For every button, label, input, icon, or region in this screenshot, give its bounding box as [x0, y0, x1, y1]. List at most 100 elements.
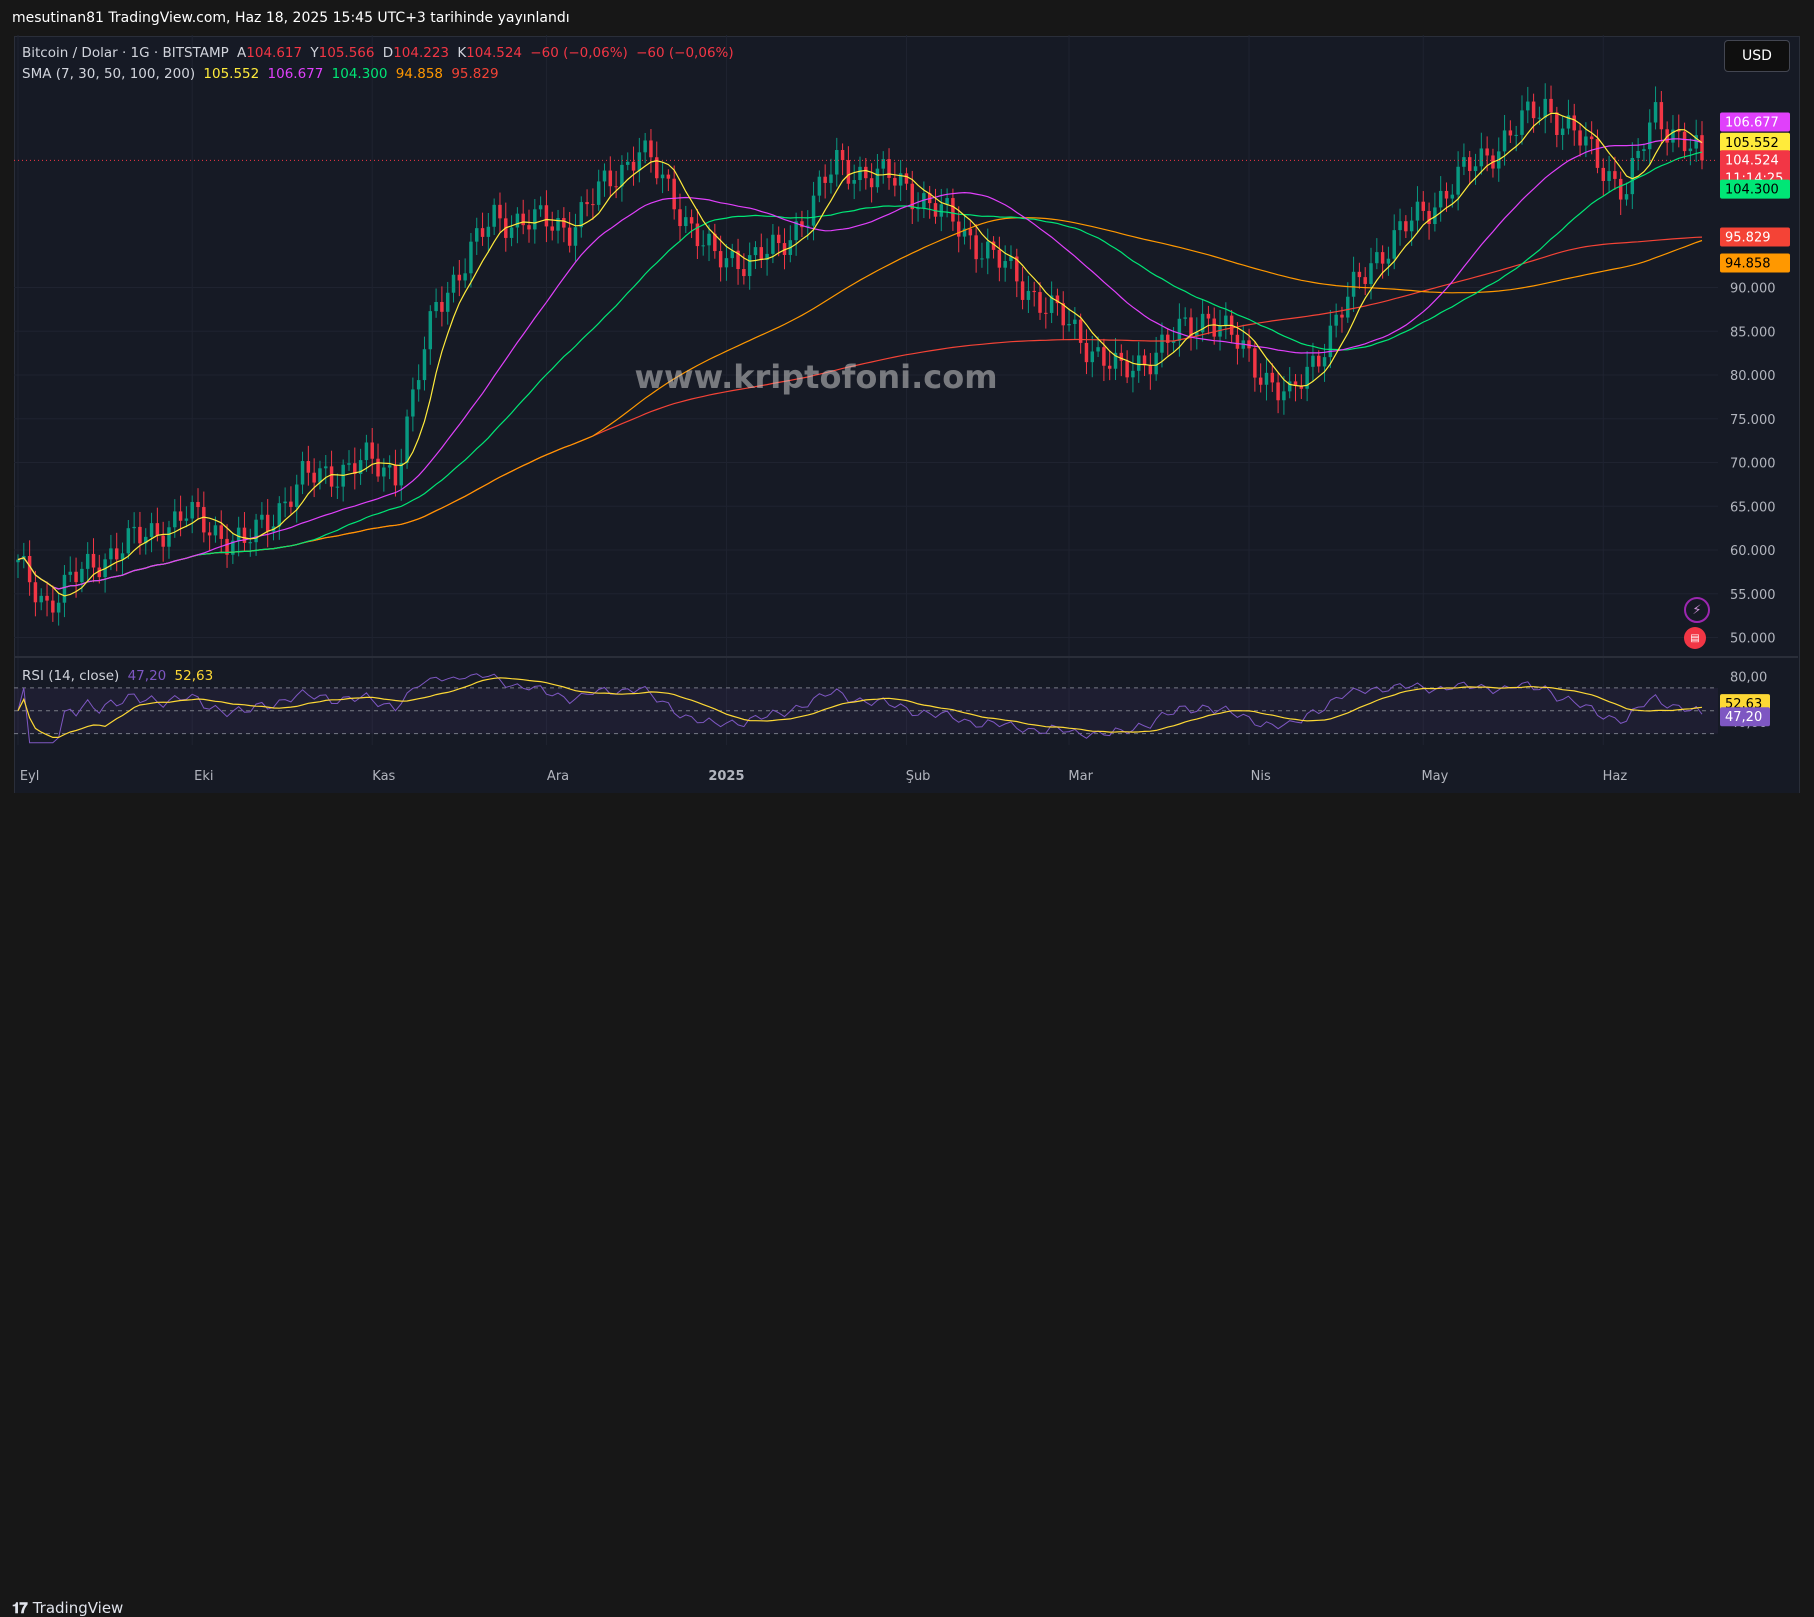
time-axis-label: Nis — [1251, 769, 1271, 784]
candle-body — [823, 176, 827, 183]
candle-body — [318, 468, 322, 483]
candle-body — [1462, 157, 1466, 167]
candle-body — [916, 207, 920, 210]
candle-body — [1549, 98, 1553, 113]
candle — [1601, 158, 1606, 197]
candle-body — [538, 205, 543, 210]
candle-body — [962, 228, 967, 237]
candle — [161, 521, 165, 562]
candle-body — [556, 218, 560, 231]
candle-body — [248, 542, 253, 544]
candle — [1206, 305, 1211, 335]
candle-body — [904, 173, 909, 184]
candle — [730, 243, 734, 267]
candle-body — [382, 467, 386, 477]
candle — [231, 532, 235, 564]
candle — [1648, 109, 1652, 165]
candle-body — [562, 218, 566, 228]
rsi-label: RSI (14, close) — [22, 668, 120, 684]
candle-body — [1282, 391, 1286, 401]
candle-body — [422, 349, 427, 381]
candle — [1421, 191, 1426, 221]
candle-body — [1270, 372, 1275, 383]
candle-body — [1346, 296, 1350, 318]
candle — [962, 214, 967, 245]
lightning-icon[interactable]: ⚡ — [1684, 597, 1710, 623]
time-axis-label: Eki — [194, 769, 213, 784]
candle-body — [881, 159, 885, 169]
candle-body — [596, 181, 601, 205]
candle-body — [1015, 256, 1019, 282]
currency-button[interactable]: USD — [1724, 40, 1790, 72]
candle — [1113, 337, 1118, 381]
candle-body — [1044, 312, 1048, 314]
candle — [1589, 121, 1594, 155]
price-chart[interactable]: www.kriptofoni.com 50.000 55.000 60.000 65.0… — [0, 0, 1814, 837]
candle — [324, 455, 328, 484]
candle-body — [1334, 314, 1338, 326]
candle-body — [370, 442, 374, 459]
candle — [1392, 214, 1396, 270]
candle-body — [120, 553, 125, 560]
candle — [1084, 329, 1089, 375]
candle — [1584, 122, 1588, 158]
candle — [120, 542, 125, 575]
candle-body — [1096, 347, 1100, 352]
candle-body — [1078, 319, 1083, 343]
candle-body — [846, 160, 851, 184]
candle-body — [1502, 130, 1507, 152]
rsi-line — [17, 673, 1703, 744]
candle-body — [312, 472, 316, 483]
candle-body — [875, 168, 880, 188]
candle — [68, 556, 72, 582]
candle-body — [236, 527, 241, 541]
candle-body — [811, 195, 816, 226]
candle — [579, 196, 584, 238]
candle — [1264, 357, 1269, 401]
price-axis-label: 55.000 — [1730, 588, 1776, 603]
candle-body — [701, 245, 705, 247]
sma-label: SMA (7, 30, 50, 100, 200) — [22, 66, 196, 82]
candle-body — [1142, 355, 1147, 366]
price-axis-label: 70.000 — [1730, 457, 1776, 472]
candle-body — [225, 538, 229, 555]
candle-body — [109, 548, 113, 560]
candle-body — [1700, 135, 1704, 161]
sma200-price-tag-bg — [1720, 227, 1790, 247]
candle — [875, 153, 880, 193]
candle-body — [1572, 115, 1576, 131]
candle — [225, 524, 229, 568]
tradingview-brand[interactable]: 𝟏𝟕 TradingView — [12, 1599, 123, 1617]
candle-body — [300, 461, 305, 485]
candle-body — [347, 463, 351, 465]
candle — [1293, 374, 1298, 402]
candle-body — [1514, 134, 1518, 136]
candle-body — [1067, 323, 1071, 326]
candle-body — [591, 204, 595, 206]
candle-body — [1038, 292, 1042, 313]
candle-body — [1456, 166, 1460, 195]
candle-body — [945, 198, 949, 205]
candle-body — [579, 202, 584, 228]
candle — [736, 238, 740, 285]
candle-body — [608, 170, 613, 187]
chart-frame[interactable] — [14, 36, 1800, 794]
candle-body — [521, 213, 525, 226]
candle — [573, 213, 578, 262]
us-flag-icon[interactable]: ▤ — [1684, 627, 1706, 649]
candle-body — [1624, 194, 1629, 200]
sma7-price-tag-bg — [1720, 132, 1790, 152]
candle — [1357, 262, 1362, 289]
candle — [1166, 328, 1170, 356]
candle — [602, 163, 607, 197]
candle-body — [405, 416, 409, 463]
candle-body — [753, 247, 758, 256]
candle-body — [637, 152, 642, 171]
open-value: A104.617 — [237, 45, 303, 61]
tradingview-logo-icon: 𝟏𝟕 — [12, 1599, 28, 1617]
candle-body — [190, 501, 194, 519]
high-value: Y105.566 — [310, 45, 375, 61]
candle — [991, 236, 996, 259]
candle-body — [951, 198, 955, 222]
candle — [335, 473, 340, 499]
